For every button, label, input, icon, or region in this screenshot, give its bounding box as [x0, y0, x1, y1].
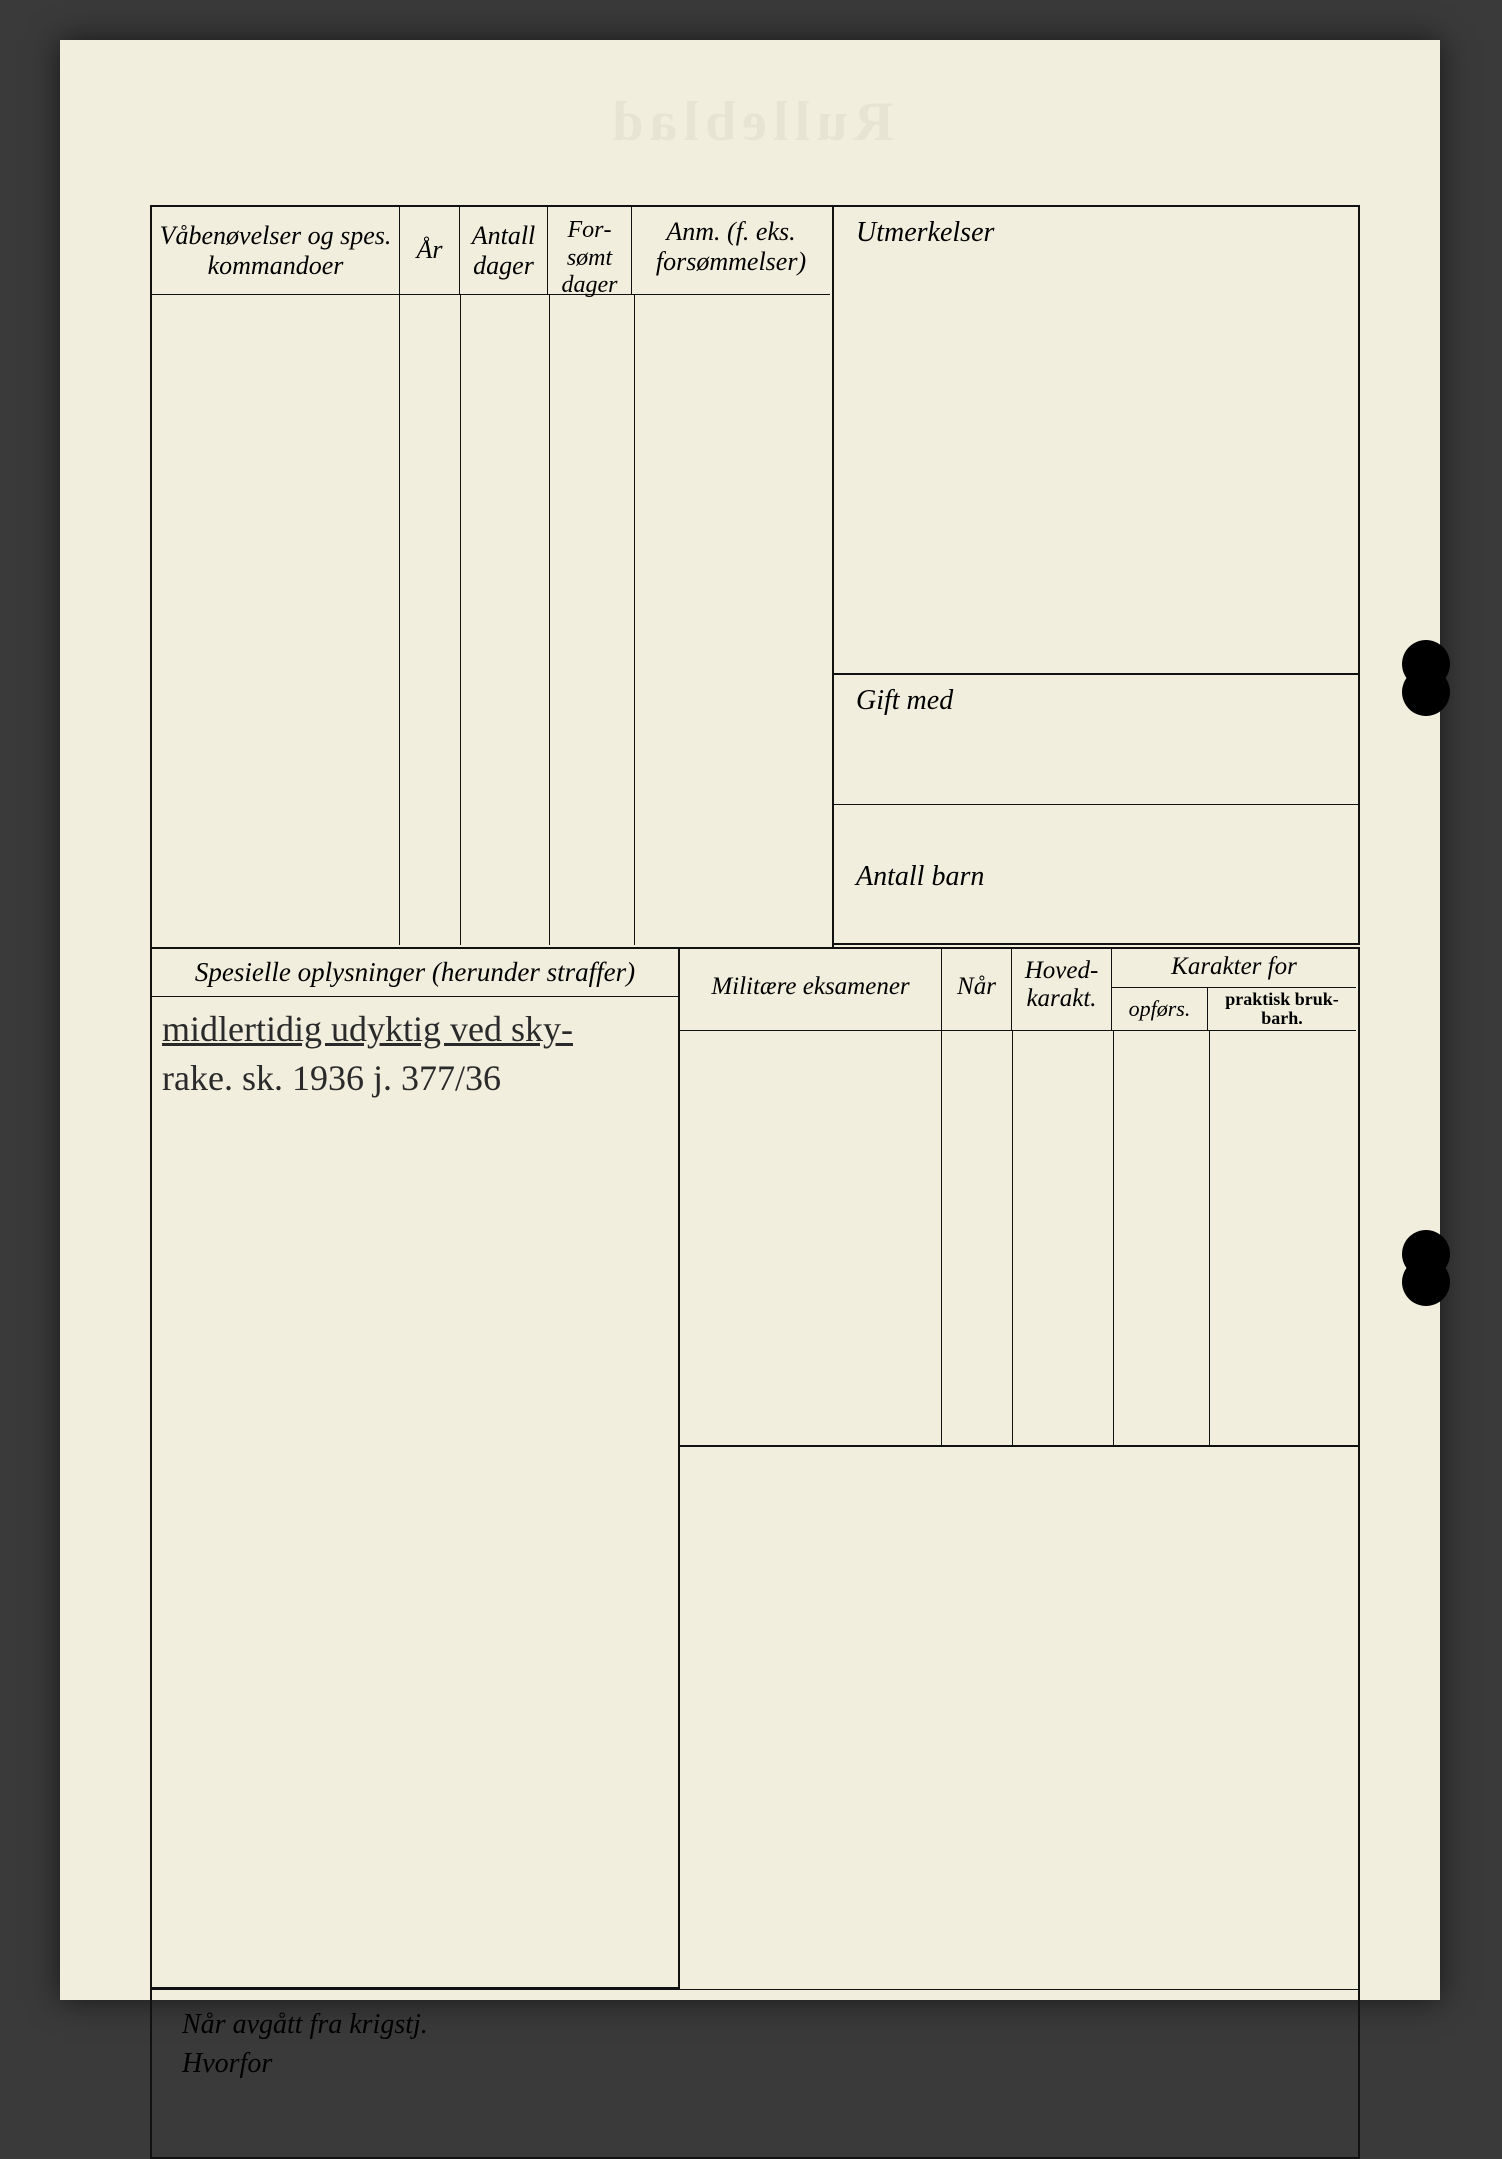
- military-exams-table: Militære eksamener Når Hoved‐ karakt. Ka…: [680, 947, 1360, 1447]
- special-info-header: Spesielle oplysninger (herunder straffer…: [152, 947, 678, 997]
- col-header-year: År: [400, 207, 460, 295]
- right-lower-column: Militære eksamener Når Hoved‐ karakt. Ka…: [680, 947, 1360, 1989]
- children-count-label: Antall barn: [834, 805, 1358, 893]
- form-container: Våbenøvelser og spes. kommandoer År Anta…: [150, 205, 1360, 2159]
- col-header-exercises: Våbenøvelser og spes. kommandoer: [152, 207, 400, 295]
- married-to-label: Gift med: [834, 675, 1358, 717]
- col-header-notes: Anm. (f. eks. forsømmelser): [632, 207, 830, 295]
- col-header-main-grade: Hoved‐ karakt.: [1012, 949, 1112, 1031]
- bottom-line-when-left: Når avgått fra krigstj.: [182, 2005, 1358, 2044]
- handwritten-line-2: rake. sk. 1936 j. 377/36: [162, 1058, 501, 1098]
- right-stack: Utmerkelser Gift med Antall barn: [834, 205, 1360, 949]
- middle-row: Spesielle oplysninger (herunder straffer…: [150, 947, 1360, 1989]
- hole-punch-icon: [1396, 1230, 1456, 1304]
- weapons-exercises-table: Våbenøvelser og spes. kommandoer År Anta…: [150, 205, 834, 949]
- military-table-body: [680, 1031, 1358, 1447]
- military-table-header: Militære eksamener Når Hoved‐ karakt. Ka…: [680, 949, 1358, 1031]
- grade-for-label: Karakter for: [1112, 949, 1356, 988]
- document-page: Rulleblad Våbenøvelser og spes. kommando…: [60, 40, 1440, 2000]
- weapons-table-header: Våbenøvelser og spes. kommandoer År Anta…: [152, 207, 832, 295]
- handwritten-line-1: midlertidig udyktig ved sky‐: [162, 1009, 573, 1049]
- col-header-missed-days: For‐ sømt dager: [548, 207, 632, 295]
- special-info-body: midlertidig udyktig ved sky‐ rake. sk. 1…: [152, 997, 678, 1987]
- subcol-conduct: opførs.: [1112, 988, 1208, 1030]
- married-to-box: Gift med: [834, 675, 1360, 805]
- distinctions-label: Utmerkelser: [834, 207, 1358, 249]
- bleed-through-text: Rulleblad: [60, 90, 1440, 154]
- children-count-box: Antall barn: [834, 805, 1360, 945]
- col-header-military-exams: Militære eksamener: [680, 949, 942, 1031]
- bottom-line-why: Hvorfor: [182, 2044, 1358, 2083]
- handwritten-note: midlertidig udyktig ved sky‐ rake. sk. 1…: [162, 1005, 668, 1102]
- col-header-when: Når: [942, 949, 1012, 1031]
- top-row: Våbenøvelser og spes. kommandoer År Anta…: [150, 205, 1360, 949]
- subcol-practical: praktisk bruk‐ barh.: [1208, 988, 1356, 1030]
- special-info-box: Spesielle oplysninger (herunder straffer…: [150, 947, 680, 1989]
- bottom-section: Når avgått fra krigstj. Hvorfor: [150, 1989, 1360, 2159]
- weapons-table-body: [152, 295, 832, 945]
- right-fill-area: [680, 1447, 1360, 1989]
- col-header-days: Antall dager: [460, 207, 548, 295]
- distinctions-box: Utmerkelser: [834, 205, 1360, 675]
- hole-punch-icon: [1396, 640, 1456, 714]
- col-header-grade-for: Karakter for opførs. praktisk bruk‐ barh…: [1112, 949, 1356, 1031]
